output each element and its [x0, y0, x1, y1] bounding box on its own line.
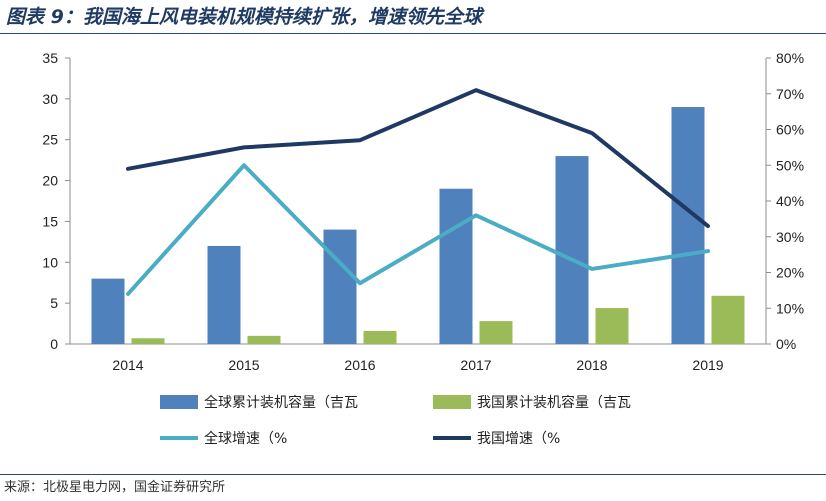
x-tick-label: 2014 — [112, 357, 143, 373]
chart-bars — [91, 107, 745, 345]
bar-global-capacity — [207, 245, 241, 344]
chart-ticks: 0 5 10 15 20 25 30 35 0% 10% 20% 30% 40% 50% 60% 70% 80%… — [42, 50, 804, 373]
x-tick-label: 2018 — [576, 357, 607, 373]
legend-china-capacity: 我国累计装机容量（吉瓦 — [433, 394, 631, 411]
legend-china-growth-label: 我国增速（% — [477, 431, 560, 447]
chart-lines — [126, 88, 710, 296]
legend-china-capacity-label: 我国累计装机容量（吉瓦 — [477, 394, 631, 411]
y-left-tick-label: 30 — [42, 91, 58, 107]
legend-global-capacity-swatch — [160, 395, 198, 409]
y-right-tick-label: 30% — [776, 229, 804, 245]
x-tick-label: 2019 — [692, 357, 723, 373]
legend-global-growth: 全球增速（% — [160, 430, 287, 447]
bar-global-capacity — [323, 229, 357, 344]
y-left-tick-label: 10 — [42, 254, 58, 270]
bar-china-capacity — [131, 338, 165, 344]
legend-global-growth-label: 全球增速（% — [204, 430, 287, 447]
line-global-growth — [126, 163, 710, 296]
y-right-tick-label: 20% — [776, 265, 804, 281]
figure-title: 图表 9：我国海上风电装机规模持续扩张，增速领先全球 — [6, 6, 482, 28]
title-rule — [0, 33, 826, 34]
legend-global-capacity-label: 全球累计装机容量（吉瓦 — [204, 394, 358, 411]
y-left-tick-label: 20 — [42, 173, 58, 189]
y-right-tick-label: 10% — [776, 300, 804, 316]
legend-china-growth: 我国增速（% — [433, 431, 560, 447]
y-right-tick-label: 80% — [776, 50, 804, 66]
bar-china-capacity — [479, 321, 513, 344]
y-left-tick-label: 25 — [42, 132, 58, 148]
y-left-tick-label: 35 — [42, 50, 58, 66]
bar-china-capacity — [247, 335, 281, 344]
bar-global-capacity — [439, 188, 473, 344]
bar-global-capacity — [91, 278, 125, 344]
y-right-tick-label: 40% — [776, 193, 804, 209]
bar-china-capacity — [595, 308, 629, 344]
x-tick-label: 2017 — [460, 357, 491, 373]
line-china-growth — [126, 88, 710, 229]
legend-global-capacity: 全球累计装机容量（吉瓦 — [160, 394, 358, 411]
y-right-tick-label: 50% — [776, 157, 804, 173]
bar-global-capacity — [671, 107, 705, 345]
x-tick-label: 2015 — [228, 357, 259, 373]
chart-axes — [65, 57, 771, 345]
y-left-tick-label: 0 — [50, 336, 58, 352]
chart: 0 5 10 15 20 25 30 35 0% 10% 20% 30% 40% 50% 60% 70% 80%… — [42, 50, 804, 447]
figure-source: 来源：北极星电力网，国金证券研究所 — [4, 480, 226, 495]
bar-china-capacity — [711, 295, 745, 344]
bar-china-capacity — [363, 330, 397, 344]
y-right-tick-label: 70% — [776, 86, 804, 102]
bar-global-capacity — [555, 156, 589, 344]
legend-china-capacity-swatch — [433, 395, 471, 409]
y-right-tick-label: 0% — [776, 336, 796, 352]
y-left-tick-label: 15 — [42, 213, 58, 229]
x-tick-label: 2016 — [344, 357, 375, 373]
y-left-tick-label: 5 — [50, 295, 58, 311]
y-right-tick-label: 60% — [776, 122, 804, 138]
source-rule — [0, 474, 826, 475]
